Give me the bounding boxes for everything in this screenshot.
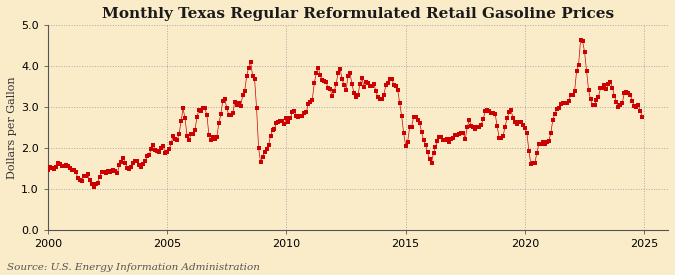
Y-axis label: Dollars per Gallon: Dollars per Gallon	[7, 76, 17, 179]
Title: Monthly Texas Regular Reformulated Retail Gasoline Prices: Monthly Texas Regular Reformulated Retai…	[102, 7, 614, 21]
Text: Source: U.S. Energy Information Administration: Source: U.S. Energy Information Administ…	[7, 263, 260, 272]
